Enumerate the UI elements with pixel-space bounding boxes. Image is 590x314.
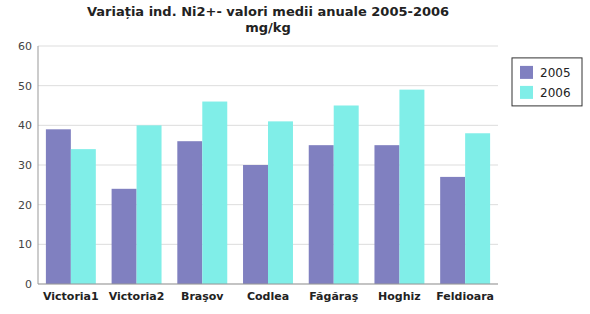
bar: [46, 129, 71, 284]
grid: [38, 46, 498, 284]
bar: [334, 106, 359, 285]
legend: 2005 2006: [512, 58, 582, 106]
bar: [243, 165, 268, 284]
bar: [399, 90, 424, 284]
chart-svg: Variația ind. Ni2+- valori medii anuale …: [0, 0, 590, 314]
bar: [202, 102, 227, 284]
bars: [46, 90, 490, 284]
x-tick-label: Feldioara: [436, 290, 494, 303]
y-tick-label: 40: [18, 119, 32, 132]
bar: [309, 145, 334, 284]
bar: [374, 145, 399, 284]
x-axis-line: [38, 284, 498, 285]
x-tick-label: Făgăraş: [309, 290, 358, 303]
bar: [71, 149, 96, 284]
grid-line: [38, 85, 498, 86]
legend-frame: [512, 58, 582, 106]
y-tick-label: 0: [25, 278, 32, 291]
legend-swatch: [520, 86, 533, 99]
bar: [440, 177, 465, 284]
bar: [137, 125, 162, 284]
x-tick-label: Victoria2: [109, 290, 165, 303]
x-tick-label: Braşov: [181, 290, 224, 303]
legend-swatch: [520, 66, 533, 79]
x-tick-label: Victoria1: [43, 290, 99, 303]
x-tick-label: Hoghiz: [378, 290, 421, 303]
grid-line: [38, 284, 498, 285]
title: Variația ind. Ni2+- valori medii anuale …: [87, 4, 449, 19]
y-tick-label: 20: [18, 199, 32, 212]
y-tick-label: 10: [18, 238, 32, 251]
legend-label: 2006: [540, 86, 571, 100]
bar: [268, 121, 293, 284]
bar: [177, 141, 202, 284]
grid-line: [38, 46, 498, 47]
y-tick-label: 60: [18, 40, 32, 53]
y-tick-label: 30: [18, 159, 32, 172]
subtitle: mg/kg: [245, 20, 291, 35]
bar: [465, 133, 490, 284]
y-tick-label: 50: [18, 80, 32, 93]
chart-container: Variația ind. Ni2+- valori medii anuale …: [0, 0, 590, 314]
bar: [112, 189, 137, 284]
legend-label: 2005: [540, 66, 571, 80]
x-tick-label: Codlea: [247, 290, 289, 303]
y-axis-line: [38, 46, 39, 284]
